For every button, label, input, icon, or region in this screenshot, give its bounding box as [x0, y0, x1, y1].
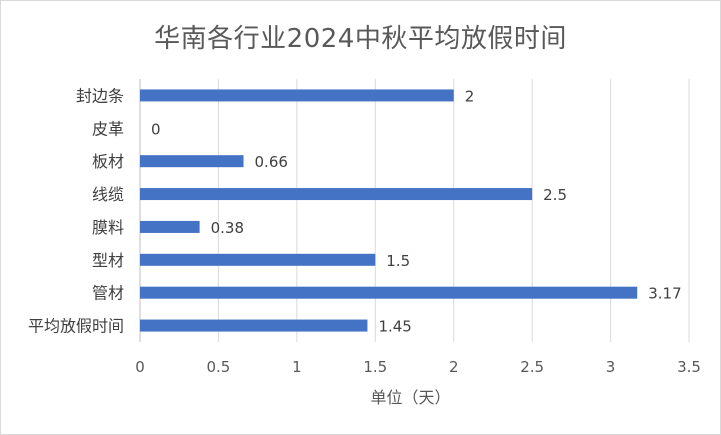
- category-label: 平均放假时间: [28, 317, 124, 336]
- x-tick-label: 0: [135, 358, 145, 376]
- data-label: 0: [151, 120, 161, 138]
- x-tick-label: 3.5: [677, 358, 701, 376]
- data-label: 0.38: [211, 219, 244, 237]
- x-tick-label: 2: [449, 358, 459, 376]
- bar: [140, 286, 638, 299]
- category-label: 型材: [92, 251, 124, 270]
- category-label: 管材: [92, 284, 124, 303]
- bar: [140, 89, 454, 102]
- x-tick-label: 1: [292, 358, 302, 376]
- chart-title: 华南各行业2024中秋平均放假时间: [154, 24, 567, 54]
- data-label: 3.17: [648, 285, 681, 303]
- category-label: 线缆: [92, 185, 124, 204]
- x-axis-label: 单位（天）: [370, 388, 451, 407]
- data-label: 1.5: [386, 252, 410, 270]
- x-tick-label: 3: [606, 358, 616, 376]
- data-label: 2: [465, 87, 475, 105]
- data-label: 0.66: [255, 153, 288, 171]
- category-label: 板材: [92, 152, 124, 171]
- bar: [140, 319, 368, 332]
- bar: [140, 220, 200, 233]
- data-label: 1.45: [378, 318, 411, 336]
- bar: [140, 155, 244, 168]
- category-label: 皮革: [92, 119, 124, 138]
- category-label: 封边条: [76, 86, 124, 105]
- x-tick-label: 0.5: [206, 358, 230, 376]
- bar: [140, 253, 376, 266]
- category-label: 膜料: [92, 218, 124, 237]
- bar: [140, 188, 533, 201]
- x-tick-label: 1.5: [363, 358, 387, 376]
- data-label: 2.5: [543, 186, 567, 204]
- x-tick-label: 2.5: [520, 358, 544, 376]
